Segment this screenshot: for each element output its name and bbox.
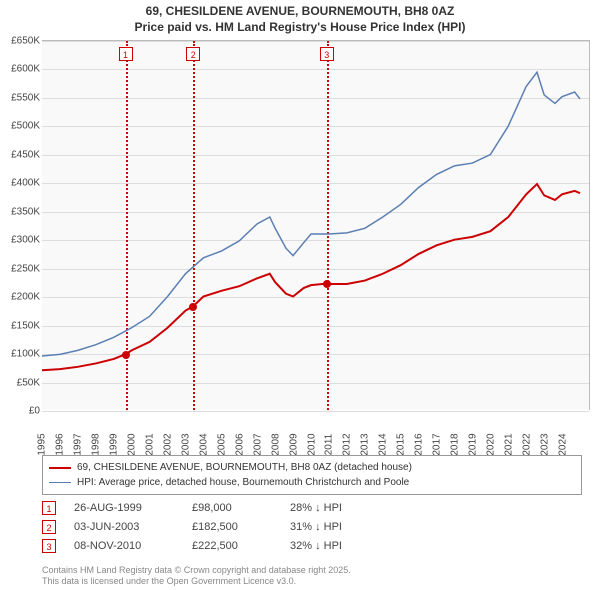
chart-title: 69, CHESILDENE AVENUE, BOURNEMOUTH, BH8 … bbox=[0, 0, 600, 35]
x-tick-label: 2001 bbox=[144, 433, 155, 455]
x-tick-label: 1998 bbox=[90, 433, 101, 455]
sale-diff: 32% ↓ HPI bbox=[290, 540, 390, 552]
legend-label-price-paid: 69, CHESILDENE AVENUE, BOURNEMOUTH, BH8 … bbox=[77, 460, 412, 475]
sale-index-box: 2 bbox=[42, 520, 56, 534]
y-tick-label: £0 bbox=[2, 406, 40, 417]
x-tick-label: 2009 bbox=[288, 433, 299, 455]
x-tick-label: 2010 bbox=[306, 433, 317, 455]
x-tick-label: 2008 bbox=[270, 433, 281, 455]
x-tick-label: 2023 bbox=[540, 433, 551, 455]
footer-line-2: This data is licensed under the Open Gov… bbox=[42, 576, 296, 586]
y-tick-label: £550K bbox=[2, 92, 40, 103]
legend-swatch-price-paid bbox=[49, 467, 71, 469]
x-tick-label: 2013 bbox=[360, 433, 371, 455]
sale-date: 03-JUN-2003 bbox=[74, 521, 174, 533]
footer-attribution: Contains HM Land Registry data © Crown c… bbox=[42, 565, 351, 588]
sale-row: 2 03-JUN-2003 £182,500 31% ↓ HPI bbox=[42, 517, 390, 536]
sale-date: 26-AUG-1999 bbox=[74, 502, 174, 514]
title-line-1: 69, CHESILDENE AVENUE, BOURNEMOUTH, BH8 … bbox=[146, 4, 455, 18]
series-line-price_paid bbox=[42, 184, 580, 370]
sale-row: 1 26-AUG-1999 £98,000 28% ↓ HPI bbox=[42, 498, 390, 517]
x-tick-label: 2014 bbox=[378, 433, 389, 455]
x-tick-label: 2004 bbox=[198, 433, 209, 455]
y-tick-label: £100K bbox=[2, 349, 40, 360]
title-line-2: Price paid vs. HM Land Registry's House … bbox=[135, 20, 466, 34]
x-tick-label: 2002 bbox=[162, 433, 173, 455]
sales-table: 1 26-AUG-1999 £98,000 28% ↓ HPI 2 03-JUN-2003… bbox=[42, 498, 390, 555]
y-tick-label: £600K bbox=[2, 64, 40, 75]
legend-item-price-paid: 69, CHESILDENE AVENUE, BOURNEMOUTH, BH8 … bbox=[49, 460, 575, 475]
sale-index-box: 3 bbox=[42, 539, 56, 553]
chart-plot-area: £0£50K£100K£150K£200K£250K£300K£350K£400… bbox=[42, 40, 590, 410]
x-tick-label: 1997 bbox=[72, 433, 83, 455]
sale-index-box: 1 bbox=[42, 501, 56, 515]
y-tick-label: £50K bbox=[2, 377, 40, 388]
x-tick-label: 2018 bbox=[450, 433, 461, 455]
x-tick-label: 2017 bbox=[432, 433, 443, 455]
x-tick-label: 2000 bbox=[126, 433, 137, 455]
x-tick-label: 2005 bbox=[216, 433, 227, 455]
chart-lines bbox=[42, 41, 589, 410]
x-tick-label: 2021 bbox=[504, 433, 515, 455]
y-tick-label: £150K bbox=[2, 320, 40, 331]
sale-price: £182,500 bbox=[192, 521, 272, 533]
y-tick-label: £450K bbox=[2, 149, 40, 160]
sale-date: 08-NOV-2010 bbox=[74, 540, 174, 552]
legend-label-hpi: HPI: Average price, detached house, Bour… bbox=[77, 475, 409, 490]
x-tick-label: 1995 bbox=[37, 433, 48, 455]
x-tick-label: 2020 bbox=[486, 433, 497, 455]
x-tick-label: 2007 bbox=[252, 433, 263, 455]
x-tick-label: 2016 bbox=[414, 433, 425, 455]
sale-diff: 28% ↓ HPI bbox=[290, 502, 390, 514]
x-tick-label: 2024 bbox=[558, 433, 569, 455]
sale-diff: 31% ↓ HPI bbox=[290, 521, 390, 533]
x-tick-label: 2022 bbox=[522, 433, 533, 455]
x-tick-label: 2012 bbox=[342, 433, 353, 455]
y-tick-label: £500K bbox=[2, 121, 40, 132]
x-tick-label: 2019 bbox=[468, 433, 479, 455]
y-tick-label: £350K bbox=[2, 206, 40, 217]
x-tick-label: 1999 bbox=[108, 433, 119, 455]
series-line-hpi bbox=[42, 72, 580, 356]
x-tick-label: 2015 bbox=[396, 433, 407, 455]
sale-price: £98,000 bbox=[192, 502, 272, 514]
legend-item-hpi: HPI: Average price, detached house, Bour… bbox=[49, 475, 575, 490]
sale-row: 3 08-NOV-2010 £222,500 32% ↓ HPI bbox=[42, 536, 390, 555]
y-tick-label: £250K bbox=[2, 263, 40, 274]
chart-container: 69, CHESILDENE AVENUE, BOURNEMOUTH, BH8 … bbox=[0, 0, 600, 590]
x-tick-label: 2006 bbox=[234, 433, 245, 455]
y-tick-label: £650K bbox=[2, 36, 40, 47]
x-tick-label: 2003 bbox=[180, 433, 191, 455]
sale-price: £222,500 bbox=[192, 540, 272, 552]
footer-line-1: Contains HM Land Registry data © Crown c… bbox=[42, 565, 351, 575]
legend-box: 69, CHESILDENE AVENUE, BOURNEMOUTH, BH8 … bbox=[42, 455, 582, 495]
x-tick-label: 1996 bbox=[54, 433, 65, 455]
y-tick-label: £300K bbox=[2, 235, 40, 246]
y-tick-label: £200K bbox=[2, 292, 40, 303]
legend-swatch-hpi bbox=[49, 482, 71, 483]
y-tick-label: £400K bbox=[2, 178, 40, 189]
x-tick-label: 2011 bbox=[324, 434, 335, 456]
